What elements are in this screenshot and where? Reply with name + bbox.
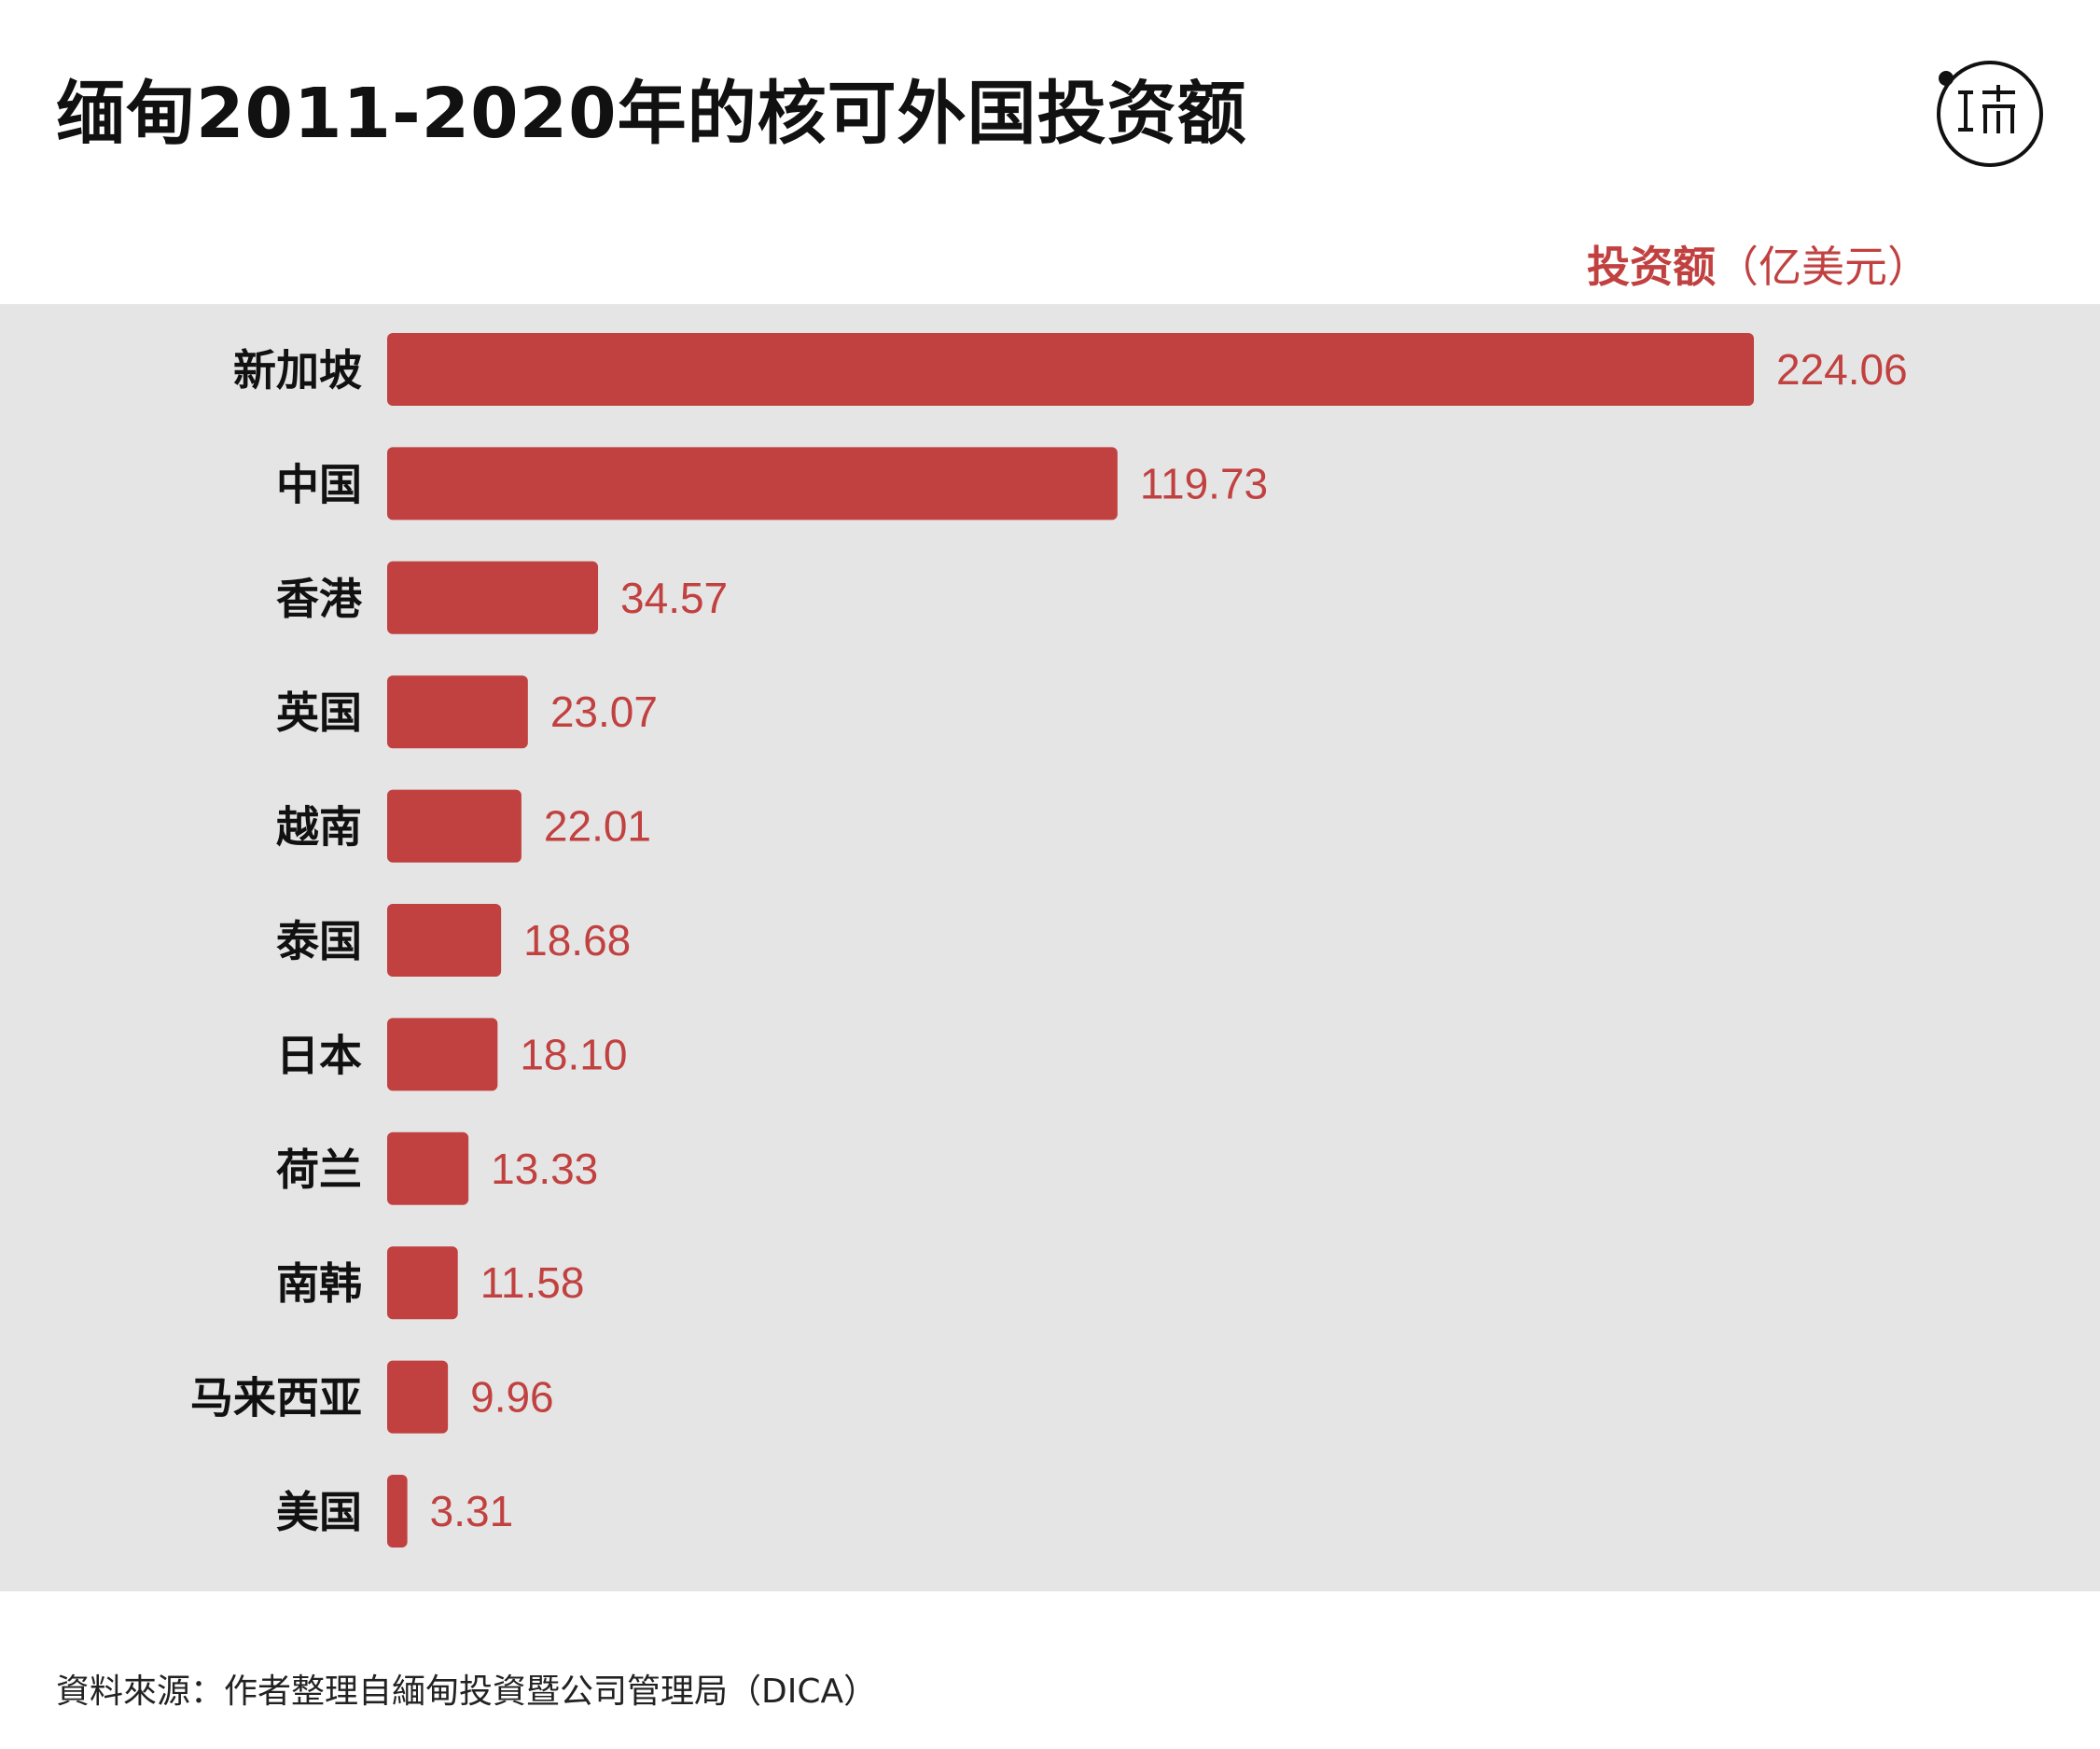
value-label: 119.73	[1140, 459, 1268, 507]
chart-title: 缅甸2011-2020年的核可外国投资额	[56, 74, 1247, 154]
category-label: 新加坡	[233, 345, 362, 396]
bar-group: 越南 22.01	[276, 789, 651, 863]
logo-dot	[1939, 71, 1954, 86]
value-label: 11.58	[480, 1258, 585, 1307]
bar-group: 中国 119.73	[276, 447, 1268, 521]
bar-group: 泰国 18.68	[276, 904, 631, 977]
bar	[387, 1246, 458, 1320]
value-label: 224.06	[1776, 345, 1908, 394]
initium-logo-icon	[1937, 61, 2043, 167]
category-label: 中国	[276, 459, 362, 509]
bar	[387, 1018, 498, 1091]
logo-glyph	[1958, 85, 2015, 133]
source-note: 資料來源：作者整理自緬甸投資暨公司管理局（DICA）	[56, 1673, 878, 1711]
category-label: 荷兰	[276, 1145, 362, 1195]
category-label: 泰国	[276, 916, 362, 966]
category-label: 日本	[276, 1030, 362, 1080]
category-label: 美国	[276, 1487, 362, 1537]
bar-group: 南韩 11.58	[276, 1246, 585, 1320]
bar	[387, 904, 502, 977]
bar	[387, 1475, 408, 1548]
bar	[387, 561, 599, 634]
bar-group: 新加坡 224.06	[233, 333, 1908, 406]
bar	[387, 1131, 469, 1205]
axis-unit-label: 投资额（亿美元）	[1587, 233, 1930, 295]
bar-group: 香港 34.57	[276, 561, 728, 634]
bar-group: 美国 3.31	[276, 1475, 513, 1548]
value-label: 22.01	[544, 802, 651, 851]
bar	[387, 1360, 449, 1434]
category-label: 马来西亚	[190, 1373, 362, 1423]
category-label: 香港	[276, 574, 363, 624]
category-label: 英国	[276, 687, 362, 738]
bar	[387, 789, 522, 863]
bar-group: 荷兰 13.33	[276, 1131, 598, 1205]
category-label: 越南	[276, 802, 362, 853]
bar-group: 马来西亚 9.96	[190, 1360, 554, 1434]
value-label: 18.10	[520, 1030, 627, 1078]
unit-label-rest: （亿美元）	[1716, 242, 1930, 292]
value-label: 9.96	[470, 1373, 554, 1422]
bar	[387, 675, 528, 749]
value-label: 3.31	[430, 1487, 514, 1535]
value-label: 18.68	[523, 916, 631, 965]
unit-label-strong: 投资额	[1587, 242, 1716, 292]
bar	[387, 447, 1118, 521]
value-label: 23.07	[550, 687, 658, 736]
bar-group: 英国 23.07	[276, 675, 658, 749]
bar-group: 日本 18.10	[276, 1018, 627, 1091]
value-label: 34.57	[620, 574, 728, 622]
bar	[387, 333, 1754, 406]
category-label: 南韩	[276, 1258, 362, 1309]
value-label: 13.33	[491, 1145, 598, 1193]
